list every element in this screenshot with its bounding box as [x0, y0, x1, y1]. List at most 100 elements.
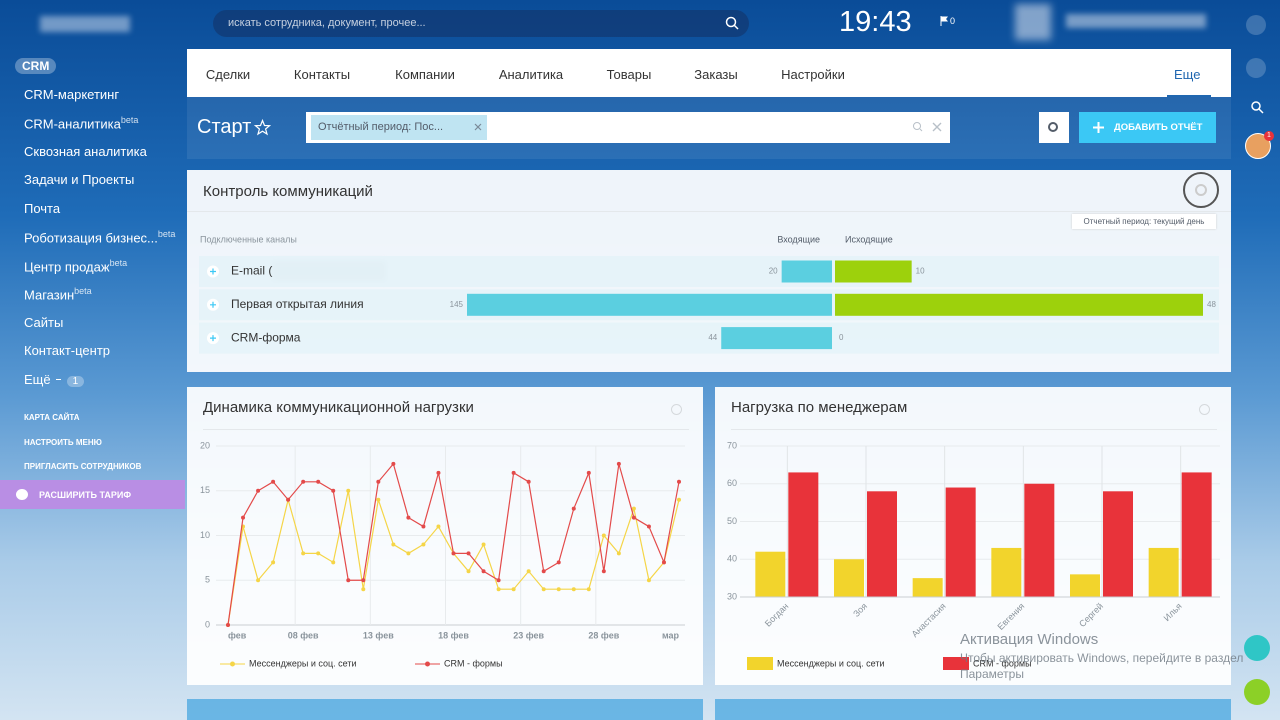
bar: [945, 487, 976, 597]
bar: [467, 293, 832, 316]
plus-glyph: [210, 301, 216, 308]
nav-more[interactable]: Еще: [1174, 67, 1201, 82]
bar: [721, 327, 832, 350]
value-label: 48: [1207, 300, 1216, 309]
point: [571, 587, 576, 592]
point: [526, 569, 531, 574]
y-tick-label: 30: [727, 591, 737, 601]
help-icon[interactable]: [1246, 15, 1266, 35]
point: [541, 587, 546, 592]
point: [511, 470, 516, 475]
sidebar-item[interactable]: Задачи и Проекты: [24, 172, 134, 187]
nav-tab[interactable]: Компании: [395, 67, 455, 82]
point: [391, 461, 396, 466]
avatar-badge: 1: [1264, 131, 1274, 141]
nav-tab[interactable]: Сделки: [205, 67, 251, 82]
y-tick-label: 40: [727, 554, 737, 564]
nav-tab[interactable]: Аналитика: [498, 67, 564, 82]
search-right-icon[interactable]: [1250, 100, 1264, 114]
x-tick-label: 18 фев: [438, 630, 469, 640]
blurred-company: [40, 16, 130, 32]
nav-tab[interactable]: Контакты: [293, 67, 351, 82]
widget-gear[interactable]: [671, 404, 682, 415]
point: [406, 551, 411, 556]
sidebar-item-label: Центр продаж: [24, 258, 110, 274]
y-tick-label: 70: [727, 440, 737, 450]
sidebar-item[interactable]: Почта: [24, 201, 60, 216]
value-label: 0: [839, 333, 844, 342]
sidebar-item[interactable]: Контакт-центр: [24, 343, 110, 358]
sidebar-link[interactable]: НАСТРОИТЬ МЕНЮ: [24, 437, 102, 447]
point: [586, 470, 591, 475]
point: [331, 560, 336, 565]
sidebar-link[interactable]: КАРТА САЙТА: [24, 413, 80, 422]
open-lines-icon[interactable]: [1244, 635, 1270, 661]
bar: [1103, 491, 1133, 597]
point: [677, 479, 681, 484]
sidebar-item[interactable]: CRM-аналитикаbeta: [24, 115, 138, 131]
point: [436, 470, 441, 475]
y-tick-label: 60: [727, 478, 737, 488]
y-tick-label: 15: [200, 485, 210, 495]
sidebar-item-label: Магазин: [24, 287, 75, 303]
point: [677, 497, 681, 502]
caret: [55, 378, 61, 380]
chip-remove[interactable]: [474, 123, 482, 131]
legend-dot: [425, 661, 430, 667]
search-placeholder: искать сотрудника, документ, прочее...: [228, 17, 426, 29]
sidebar-link[interactable]: ПРИГЛАСИТЬ СОТРУДНИКОВ: [24, 462, 142, 471]
search-box[interactable]: [213, 10, 749, 37]
point: [526, 479, 531, 484]
sidebar-item[interactable]: CRM-маркетинг: [24, 87, 119, 102]
sidebar-item[interactable]: Магазинbeta: [24, 286, 92, 302]
point: [256, 488, 261, 493]
sidebar-item-label: CRM-маркетинг: [24, 86, 120, 102]
upgrade-button[interactable]: [0, 480, 185, 509]
bar: [1024, 483, 1055, 597]
notify-icon[interactable]: [1246, 58, 1266, 78]
upgrade-icon: [16, 489, 28, 500]
point: [601, 533, 606, 538]
nav-tab[interactable]: Товары: [606, 67, 652, 82]
point: [496, 587, 501, 592]
point: [601, 569, 606, 574]
point: [376, 497, 381, 502]
category-label: E-mail (: [231, 264, 272, 278]
bar: [991, 547, 1022, 597]
point: [271, 560, 276, 565]
nav-tab[interactable]: Заказы: [694, 67, 738, 82]
point: [256, 578, 261, 583]
sidebar-item[interactable]: Сайты: [24, 315, 63, 330]
settings-icon: [1048, 122, 1058, 132]
bar: [1181, 472, 1212, 597]
point: [481, 542, 486, 547]
nav-tab[interactable]: Настройки: [781, 67, 845, 82]
filter-chip[interactable]: [311, 115, 487, 140]
x-tick-label: 13 фев: [363, 630, 394, 640]
x-tick-label: Анастасия: [910, 601, 948, 639]
sidebar-item-label: Сквозная аналитика: [24, 143, 147, 159]
phone-icon[interactable]: [1244, 679, 1270, 705]
point: [511, 587, 516, 592]
legend-label: CRM - формы: [973, 658, 1032, 668]
widget-settings-highlight[interactable]: [1183, 172, 1219, 208]
sidebar-item[interactable]: Сквозная аналитика: [24, 144, 147, 159]
widget-title: Контроль коммуникаций: [203, 183, 373, 200]
point: [496, 578, 501, 583]
sidebar-item-label: CRM-аналитика: [24, 116, 121, 132]
plus-glyph: [210, 268, 216, 275]
point: [646, 524, 651, 529]
star-icon[interactable]: [254, 119, 271, 136]
legend-label: CRM - формы: [444, 658, 503, 668]
beta-badge: beta: [74, 286, 92, 296]
x-tick-label: 23 фев: [513, 630, 544, 640]
point: [586, 587, 591, 592]
filter-icons[interactable]: [912, 121, 944, 133]
sidebar-item[interactable]: Роботизация бизнес...beta: [24, 229, 175, 245]
point: [616, 551, 621, 556]
sidebar-item[interactable]: CRM: [15, 58, 57, 74]
widget-gear[interactable]: [1199, 404, 1210, 415]
sidebar-item[interactable]: Ещё 1: [24, 372, 85, 387]
blurred-avatar: [1015, 4, 1051, 40]
sidebar-item[interactable]: Центр продажbeta: [24, 258, 127, 274]
